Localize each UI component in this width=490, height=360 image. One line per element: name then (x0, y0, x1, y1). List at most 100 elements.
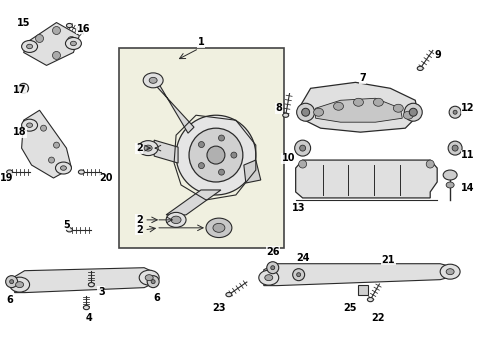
Ellipse shape (393, 104, 403, 112)
Ellipse shape (10, 280, 14, 284)
Text: 18: 18 (13, 127, 26, 137)
Text: 2: 2 (136, 143, 143, 153)
Ellipse shape (71, 41, 76, 46)
Ellipse shape (314, 108, 323, 116)
Text: 3: 3 (98, 287, 105, 297)
Text: 17: 17 (13, 85, 26, 95)
Ellipse shape (449, 106, 461, 118)
Text: 10: 10 (282, 153, 295, 163)
Text: 11: 11 (461, 150, 475, 160)
Ellipse shape (55, 162, 72, 174)
Ellipse shape (417, 66, 423, 71)
Ellipse shape (88, 283, 95, 287)
Ellipse shape (60, 166, 67, 170)
Text: 2: 2 (136, 215, 143, 225)
Ellipse shape (446, 269, 454, 275)
Text: 2: 2 (136, 225, 143, 235)
Ellipse shape (443, 170, 457, 180)
Ellipse shape (446, 182, 454, 188)
Ellipse shape (68, 36, 75, 45)
Ellipse shape (149, 77, 157, 83)
Ellipse shape (213, 223, 225, 232)
Ellipse shape (176, 115, 256, 195)
Ellipse shape (299, 160, 307, 168)
Ellipse shape (67, 23, 73, 28)
Ellipse shape (78, 170, 84, 174)
Ellipse shape (267, 262, 279, 274)
Ellipse shape (231, 152, 237, 158)
Text: 20: 20 (99, 173, 113, 183)
Ellipse shape (334, 102, 343, 110)
Ellipse shape (26, 123, 32, 127)
Polygon shape (149, 78, 194, 133)
Text: 7: 7 (359, 73, 366, 84)
Ellipse shape (138, 141, 158, 156)
Text: 22: 22 (371, 312, 385, 323)
Ellipse shape (145, 275, 153, 281)
Ellipse shape (67, 228, 73, 232)
Ellipse shape (52, 27, 60, 35)
Ellipse shape (448, 141, 462, 155)
Polygon shape (244, 160, 261, 183)
Ellipse shape (296, 103, 315, 121)
Ellipse shape (36, 35, 44, 42)
Ellipse shape (151, 280, 155, 284)
Text: 9: 9 (435, 50, 441, 60)
Ellipse shape (41, 125, 47, 131)
Polygon shape (154, 140, 178, 163)
Ellipse shape (219, 135, 224, 141)
Polygon shape (359, 285, 368, 294)
Text: 6: 6 (6, 294, 13, 305)
Ellipse shape (373, 98, 383, 106)
Ellipse shape (139, 270, 159, 285)
Ellipse shape (296, 273, 301, 277)
Ellipse shape (171, 216, 181, 224)
Text: 19: 19 (0, 173, 13, 183)
Ellipse shape (207, 146, 225, 164)
Ellipse shape (265, 275, 273, 281)
Ellipse shape (166, 212, 186, 227)
Ellipse shape (453, 110, 457, 114)
Polygon shape (22, 110, 72, 178)
Ellipse shape (144, 145, 152, 151)
Ellipse shape (26, 44, 32, 49)
Polygon shape (316, 98, 402, 122)
Ellipse shape (52, 51, 60, 59)
Ellipse shape (22, 119, 38, 131)
Text: 24: 24 (296, 253, 309, 263)
Ellipse shape (198, 163, 204, 168)
Text: 6: 6 (154, 293, 161, 303)
Ellipse shape (409, 108, 417, 116)
Ellipse shape (7, 170, 13, 174)
Ellipse shape (440, 264, 460, 279)
Polygon shape (301, 82, 418, 132)
Ellipse shape (368, 297, 373, 302)
Polygon shape (15, 268, 157, 293)
Ellipse shape (10, 277, 29, 292)
Ellipse shape (426, 160, 434, 168)
Text: 26: 26 (266, 247, 279, 257)
Text: 23: 23 (212, 302, 226, 312)
Ellipse shape (403, 111, 413, 119)
Polygon shape (264, 264, 455, 285)
Text: 16: 16 (76, 23, 90, 33)
Polygon shape (166, 190, 221, 215)
Ellipse shape (143, 73, 163, 88)
Text: 5: 5 (63, 220, 70, 230)
Ellipse shape (452, 145, 458, 151)
Polygon shape (24, 23, 79, 66)
Ellipse shape (22, 40, 38, 53)
Ellipse shape (300, 145, 306, 151)
Text: 15: 15 (17, 18, 30, 28)
Ellipse shape (226, 293, 232, 297)
Text: 8: 8 (275, 103, 282, 113)
Ellipse shape (189, 128, 243, 182)
Ellipse shape (404, 103, 422, 121)
Ellipse shape (293, 269, 305, 281)
Text: 1: 1 (197, 37, 204, 48)
Ellipse shape (283, 113, 289, 117)
Text: 14: 14 (461, 183, 475, 193)
Text: 13: 13 (292, 203, 305, 213)
Ellipse shape (16, 282, 24, 288)
Text: 21: 21 (382, 255, 395, 265)
